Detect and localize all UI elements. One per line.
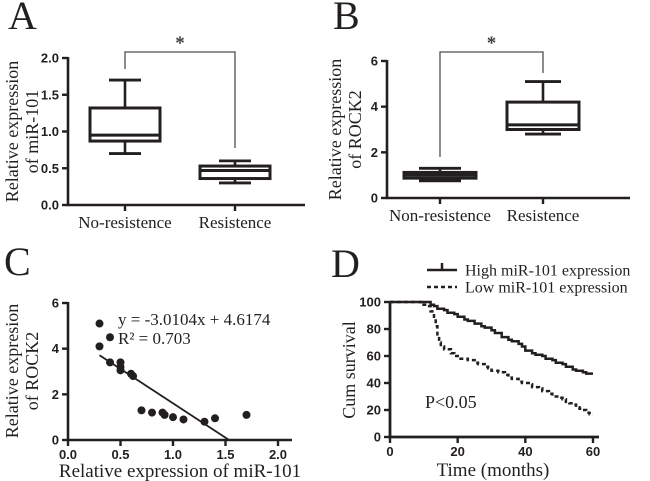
- data-point: [211, 414, 219, 423]
- data-point: [106, 358, 114, 367]
- data-point: [160, 410, 169, 419]
- p-value: P<0.05: [425, 392, 477, 412]
- survival-curve-low: [390, 300, 593, 416]
- data-point: [200, 417, 209, 426]
- x-axis-title: Time (months): [437, 460, 550, 481]
- y-axis-title: Cum survival: [339, 321, 359, 419]
- y-tick-label: 4: [52, 341, 60, 356]
- x-tick-label: 0: [386, 444, 393, 459]
- data-point: [148, 408, 156, 417]
- y-axis-title: Relative expresion: [2, 304, 22, 438]
- panel-b: B 0 2 4 6 Non-resistence Resistence * Relative …: [325, 0, 650, 240]
- y-tick-label: 2.0: [41, 51, 59, 66]
- y-tick-label: 60: [367, 349, 381, 364]
- y-axis-title: of miR-101: [22, 90, 42, 174]
- category-label: Resistence: [507, 206, 580, 225]
- x-tick-label: 0.0: [59, 447, 77, 462]
- panel-c-scatter-chart: 0 2 4 6 0.0 0.5 1.0 1.5 2.0 y = -3.0104x + 4.6174…: [2, 296, 301, 481]
- data-point: [179, 415, 188, 424]
- data-point: [242, 410, 251, 419]
- panel-b-letter: B: [333, 0, 360, 38]
- y-tick-label: 80: [367, 322, 381, 337]
- panel-a-letter: A: [8, 0, 37, 38]
- y-tick-label: 0.5: [41, 161, 59, 176]
- legend-label: Low miR-101 expression: [465, 280, 628, 297]
- y-tick-label: 0.0: [41, 198, 59, 213]
- panel-d-letter: D: [331, 241, 360, 286]
- data-point: [129, 372, 138, 381]
- y-tick-label: 40: [367, 376, 381, 391]
- y-tick-label: 0: [371, 191, 378, 206]
- panel-c-letter: C: [4, 239, 31, 284]
- x-tick-label: 1.0: [164, 447, 182, 462]
- significance-bracket: [439, 51, 544, 157]
- data-point: [95, 342, 104, 351]
- legend-label: High miR-101 expression: [465, 263, 630, 280]
- y-axis-title: Relative expression: [2, 61, 22, 202]
- y-axis-title: of ROCK2: [345, 90, 365, 169]
- x-tick-label: 2.0: [269, 447, 287, 462]
- panel-a-boxplot-chart: 0.0 0.5 1.0 1.5 2.0 No-resistence Resistence * R…: [2, 33, 305, 232]
- panel-d: D 0 20 40 60 80 100 0 20 40 60 High miR-101 expres…: [325, 240, 650, 481]
- y-tick-label: 6: [52, 296, 59, 311]
- category-label: Non-resistence: [389, 206, 491, 225]
- y-tick-label: 2: [52, 387, 59, 402]
- r-squared: R² = 0.703: [118, 329, 191, 348]
- data-point: [137, 406, 146, 415]
- x-tick-label: 1.5: [216, 447, 234, 462]
- box-iqr: [198, 164, 272, 181]
- regression-equation: y = -3.0104x + 4.6174: [118, 310, 271, 329]
- category-label: Resistence: [199, 213, 272, 232]
- y-axis-title: of ROCK2: [22, 332, 42, 411]
- y-tick-label: 4: [371, 99, 379, 114]
- category-label: No-resistence: [78, 213, 171, 232]
- y-tick-label: 1.5: [41, 87, 59, 102]
- y-tick-label: 6: [371, 54, 378, 69]
- significance-asterisk: *: [175, 33, 185, 54]
- x-tick-label: 20: [450, 444, 464, 459]
- y-tick-label: 0: [52, 433, 59, 448]
- y-tick-label: 100: [359, 295, 381, 310]
- x-tick-label: 60: [586, 444, 600, 459]
- panel-b-boxplot-chart: 0 2 4 6 Non-resistence Resistence * Relative ex…: [325, 33, 630, 225]
- panel-c: C 0 2 4 6 0.0 0.5 1.0 1.5 2.0 y = -3.0104x + 4.61…: [0, 240, 325, 481]
- y-axis-title: Relative expression: [325, 59, 345, 200]
- y-tick-label: 2: [371, 145, 378, 160]
- x-tick-label: 40: [518, 444, 532, 459]
- significance-asterisk: *: [487, 33, 497, 54]
- x-axis-title: Relative expression of miR-101: [59, 461, 301, 481]
- panel-a: A 0.0 0.5 1.0 1.5 2.0 No-resistence Resistence…: [0, 0, 325, 240]
- data-point: [106, 333, 114, 342]
- data-point: [95, 319, 104, 328]
- survival-curve-high: [390, 300, 593, 375]
- x-tick-label: 0.5: [111, 447, 129, 462]
- y-tick-label: 0: [374, 430, 381, 445]
- panel-d-survival-chart: 0 20 40 60 80 100 0 20 40 60 High miR-101 expressi…: [339, 263, 630, 481]
- data-point: [116, 366, 125, 375]
- data-point: [169, 413, 177, 422]
- y-tick-label: 1.0: [41, 124, 59, 139]
- significance-bracket: [124, 51, 236, 148]
- y-tick-label: 20: [367, 403, 381, 418]
